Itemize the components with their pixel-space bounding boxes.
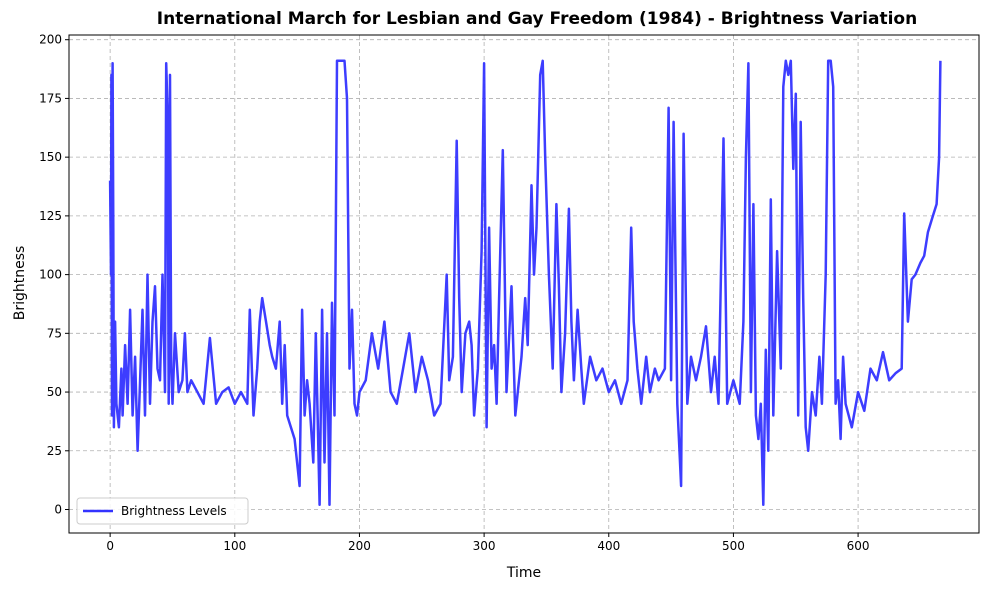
legend-box bbox=[76, 497, 249, 525]
series-layer bbox=[108, 59, 942, 507]
legend: Brightness Levels bbox=[76, 497, 249, 525]
grid-layer bbox=[69, 35, 979, 533]
legend-label-brightness-levels: Brightness Levels bbox=[121, 504, 227, 518]
y-tick-label: 150 bbox=[39, 150, 62, 164]
x-tick-label: 0 bbox=[106, 539, 114, 553]
y-tick-label: 100 bbox=[39, 268, 62, 282]
tick-layer: 0 100 200 300 400 500 600 0 25 50 75 100 125 150 175 20… bbox=[39, 33, 869, 553]
x-tick-label: 400 bbox=[597, 539, 620, 553]
y-tick-label: 125 bbox=[39, 209, 62, 223]
y-tick-label: 0 bbox=[54, 503, 62, 517]
y-tick-label: 25 bbox=[47, 444, 62, 458]
y-axis-title: Brightness bbox=[12, 246, 28, 321]
x-tick-label: 600 bbox=[847, 539, 870, 553]
y-tick-label: 175 bbox=[39, 91, 62, 105]
x-tick-label: 500 bbox=[722, 539, 745, 553]
x-axis-title: Time bbox=[506, 565, 541, 581]
x-tick-label: 300 bbox=[473, 539, 496, 553]
plot-frame bbox=[68, 34, 980, 534]
series-line-brightness-levels bbox=[108, 59, 942, 507]
x-tick-label: 100 bbox=[223, 539, 246, 553]
x-tick-label: 200 bbox=[348, 539, 371, 553]
y-tick-label: 200 bbox=[39, 33, 62, 47]
y-tick-label: 50 bbox=[47, 385, 62, 399]
y-tick-label: 75 bbox=[47, 326, 62, 340]
chart-title: International March for Lesbian and Gay … bbox=[157, 9, 917, 29]
